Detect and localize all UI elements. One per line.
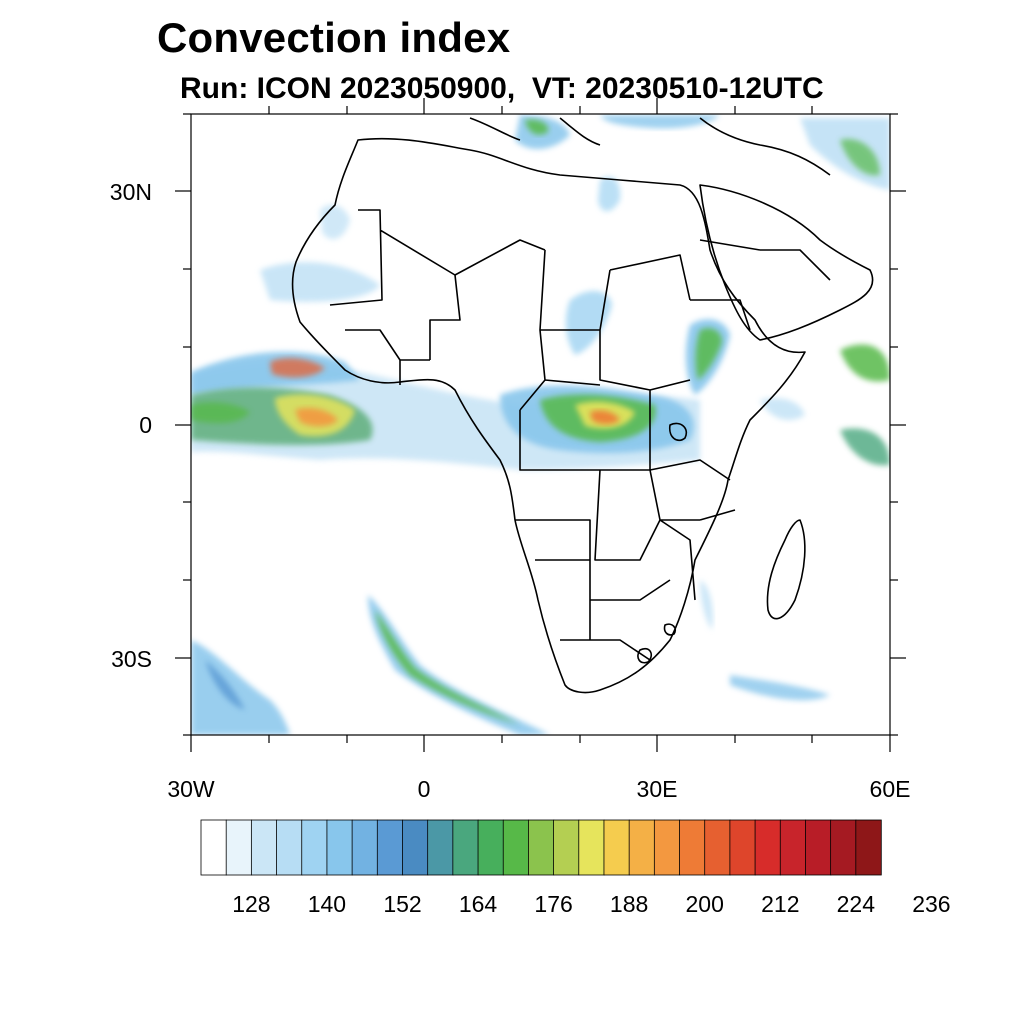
colorbar-swatch — [704, 819, 731, 876]
axis-ticks — [175, 98, 906, 752]
colorbar-tick-label: 128 — [232, 891, 270, 917]
colorbar-tick-label: 200 — [686, 891, 724, 917]
colorbar-swatch — [427, 819, 454, 876]
lat-label-0: 0 — [139, 412, 152, 438]
colorbar-tick-label: 152 — [383, 891, 421, 917]
colorbar-swatch — [805, 819, 832, 876]
colorbar-tick-label: 176 — [534, 891, 572, 917]
colorbar-swatch — [553, 819, 580, 876]
colorbar-swatch — [452, 819, 479, 876]
colorbar-swatch — [603, 819, 630, 876]
colorbar-swatch — [250, 819, 278, 876]
colorbar-swatch — [855, 819, 882, 876]
colorbar-swatch — [225, 819, 253, 876]
colorbar-swatch — [376, 819, 404, 876]
lon-label-60e: 60E — [870, 776, 911, 802]
colorbar-swatch — [276, 819, 303, 876]
colorbar-swatch — [402, 819, 429, 876]
colorbar-tick-label: 212 — [761, 891, 799, 917]
lon-label-30e: 30E — [637, 776, 678, 802]
plot-title: Convection index — [157, 14, 511, 61]
lon-label-30w: 30W — [167, 776, 215, 802]
plot-subtitle: Run: ICON 2023050900, VT: 20230510-12UTC — [180, 72, 824, 105]
colorbar-swatch — [578, 819, 605, 876]
colorbar-tick-label: 164 — [459, 891, 498, 917]
colorbar-tick-label: 140 — [308, 891, 346, 917]
lat-label-30s: 30S — [111, 646, 152, 672]
colorbar-swatch — [754, 819, 781, 876]
colorbar-swatch — [779, 819, 807, 876]
colorbar-swatch — [326, 819, 353, 876]
colorbar-tick-label: 188 — [610, 891, 648, 917]
country-borders — [291, 117, 874, 694]
colorbar-swatch — [729, 819, 756, 876]
colorbar — [200, 819, 882, 876]
colorbar-tick-label: 224 — [837, 891, 876, 917]
colorbar-tick-label: 236 — [912, 891, 950, 917]
lon-label-0: 0 — [418, 776, 431, 802]
colorbar-swatch — [502, 819, 530, 876]
colorbar-swatch — [628, 819, 656, 876]
colorbar-swatch — [679, 819, 706, 876]
colorbar-swatch — [351, 819, 378, 876]
colorbar-swatch — [653, 819, 681, 876]
convection-field — [191, 115, 890, 735]
colorbar-swatch — [830, 819, 857, 876]
colorbar-swatch — [200, 819, 227, 876]
colorbar-swatch — [301, 819, 328, 876]
colorbar-swatch — [528, 819, 555, 876]
colorbar-swatch — [477, 819, 504, 876]
lat-label-30n: 30N — [110, 179, 152, 205]
colorbar-labels: 128 140 152 164 176 188 200 212 224 236 — [232, 891, 950, 917]
